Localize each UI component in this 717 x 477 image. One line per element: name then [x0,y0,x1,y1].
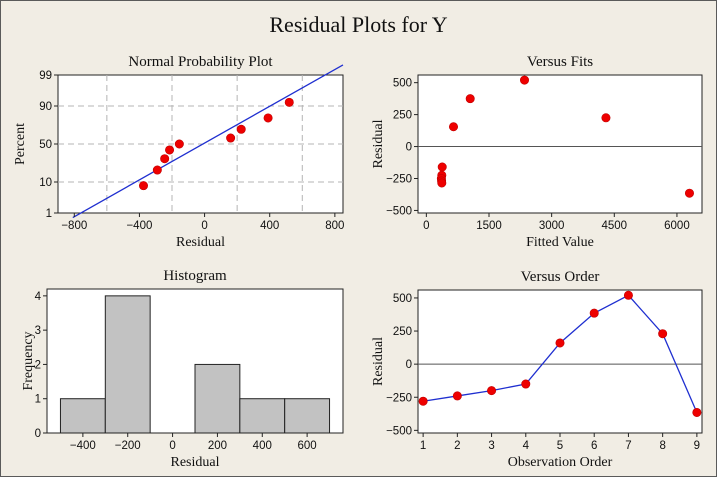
normal-plot-y-tick-label: 10 [39,177,52,189]
versus-order-ylabel: Residual [371,337,386,386]
versus-order-x-tick-label: 5 [557,440,563,452]
versus-order-y-tick-label: 500 [393,293,412,305]
versus-fits-x-tick-label: 1500 [476,220,502,232]
versus-fits-y-tick-label: −250 [386,174,412,186]
histogram-y-tick-label: 3 [35,325,41,337]
normal-plot-point [263,113,273,123]
normal-plot-y-tick-label: 50 [39,139,52,151]
versus-order-point [418,396,428,406]
versus-order-title: Versus Order [521,269,600,285]
histogram-bar [284,398,331,434]
normal-plot-x-tick-label: −800 [61,220,87,232]
versus-fits-point [601,113,611,123]
normal-plot-point [174,139,184,149]
normal-plot-x-tick-label: −400 [126,220,152,232]
versus-fits-title: Versus Fits [527,54,593,70]
versus-order-point [589,308,599,318]
versus-fits-x-tick-label: 4500 [601,220,627,232]
figure-title: Residual Plots for Y [269,12,448,37]
versus-fits-point [465,94,475,104]
normal-plot-point [165,145,175,155]
normal-plot-x-tick-label: 800 [325,220,344,232]
histogram-x-tick-label: 200 [208,440,227,452]
normal-plot-y-tick-label: 90 [39,101,52,113]
versus-order-x-tick-label: 2 [454,440,460,452]
versus-fits-frame [417,74,703,214]
versus-fits-point [437,162,447,172]
versus-order-x-tick-label: 9 [694,440,700,452]
normal-plot-y-tick-label: 99 [39,70,52,82]
histogram-y-tick-label: 1 [35,394,41,406]
versus-order-point [658,329,668,339]
histogram-x-tick-label: 600 [298,440,317,452]
histogram-y-tick-label: 4 [35,291,42,303]
versus-fits-ylabel: Residual [371,119,386,168]
versus-fits-y-tick-label: 500 [393,78,412,90]
histogram-bar [59,398,106,434]
versus-order-point [521,379,531,389]
versus-order-y-tick-label: −500 [386,425,412,437]
versus-fits-y-tick-label: 250 [393,110,412,122]
versus-order-x-tick-label: 8 [659,440,665,452]
versus-order-point [692,407,702,417]
versus-fits-y-tick-label: 0 [406,142,412,154]
histogram-bar [239,398,286,434]
normal-plot-point [226,133,236,143]
versus-order-x-tick-label: 6 [591,440,597,452]
histogram-bar [194,363,241,434]
versus-fits-x-tick-label: 3000 [539,220,565,232]
versus-order-point [487,386,497,396]
normal-plot-point [139,181,149,191]
histogram-title: Histogram [163,268,227,284]
versus-order-y-tick-label: 0 [406,359,412,371]
normal-plot-x-tick-label: 400 [260,220,279,232]
normal-plot-ylabel: Percent [13,123,28,165]
versus-order-x-tick-label: 7 [625,440,631,452]
histogram-x-tick-label: 400 [253,440,272,452]
histogram-x-tick-label: 0 [169,440,175,452]
histogram-y-tick-label: 0 [35,428,41,440]
histogram-y-tick-label: 2 [35,359,41,371]
histogram-ylabel: Frequency [21,331,36,390]
normal-plot-y-tick-label: 1 [46,208,52,220]
versus-fits-point [684,188,694,198]
normal-plot-point [236,124,246,134]
histogram-xlabel: Residual [171,455,220,470]
versus-fits-y-tick-label: −500 [386,205,412,217]
histogram-x-tick-label: −400 [70,440,96,452]
versus-order-x-tick-label: 4 [523,440,530,452]
normal-plot-xlabel: Residual [176,235,225,250]
normal-plot-point [160,154,170,164]
versus-order-point [555,338,565,348]
histogram-x-tick-label: −200 [115,440,141,452]
versus-order-xlabel: Observation Order [508,455,613,470]
versus-fits-x-tick-label: 0 [423,220,429,232]
normal-plot-title: Normal Probability Plot [128,54,273,70]
versus-order-x-tick-label: 3 [488,440,494,452]
versus-fits-point [448,122,458,132]
versus-order-point [623,290,633,300]
normal-plot-fit-line [72,64,344,219]
normal-plot-point [284,97,294,107]
versus-order-x-tick-label: 1 [420,440,426,452]
versus-order-point [452,391,462,401]
versus-order-y-tick-label: −250 [386,392,412,404]
versus-fits-point [519,75,529,85]
versus-order-y-tick-label: 250 [393,326,412,338]
normal-plot-point [152,165,162,175]
versus-fits-x-tick-label: 6000 [664,220,690,232]
versus-fits-xlabel: Fitted Value [526,235,594,250]
versus-fits-point [437,178,447,188]
normal-plot-x-tick-label: 0 [201,220,207,232]
histogram-bar [104,295,151,434]
versus-order-frame [417,289,703,434]
